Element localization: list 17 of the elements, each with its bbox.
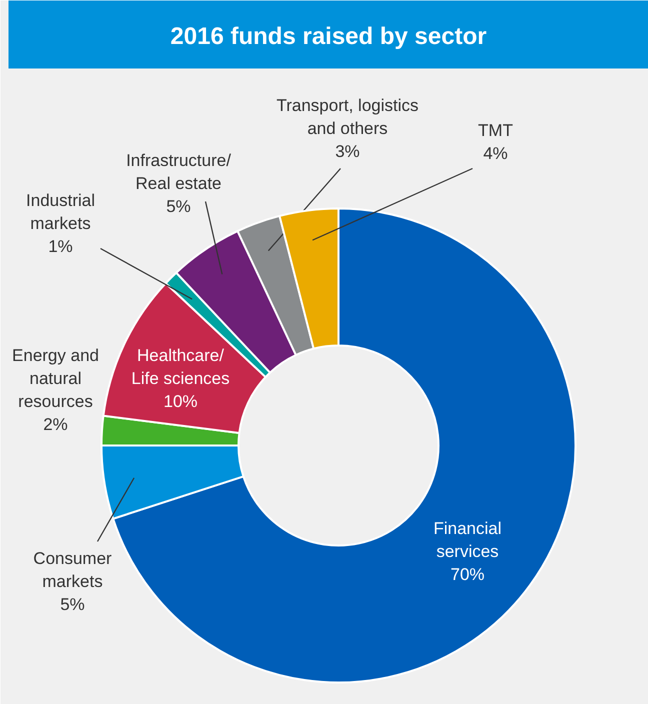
slice-label: Industrial markets	[26, 191, 95, 233]
chart-title: 2016 funds raised by sector	[170, 23, 487, 50]
data-label: 5%	[166, 197, 191, 216]
data-label: 10%	[163, 392, 198, 411]
slice-label: Financial services	[433, 519, 502, 561]
slice-label: TMT	[478, 121, 513, 140]
data-label: 3%	[335, 142, 360, 161]
slice-label: Transport, logistics and others	[276, 96, 419, 138]
slice-label: Healthcare/Life sciences	[131, 346, 230, 388]
slice-label: Energy and natural resources	[12, 346, 99, 411]
data-label: 4%	[483, 144, 508, 163]
data-label: 5%	[60, 595, 85, 614]
data-label: 70%	[450, 565, 485, 584]
slice-label: Consumer markets	[33, 549, 112, 591]
data-label: 1%	[48, 237, 73, 256]
data-label: 2%	[43, 415, 68, 434]
slice-label: Infrastructure/Real estate	[126, 151, 232, 193]
